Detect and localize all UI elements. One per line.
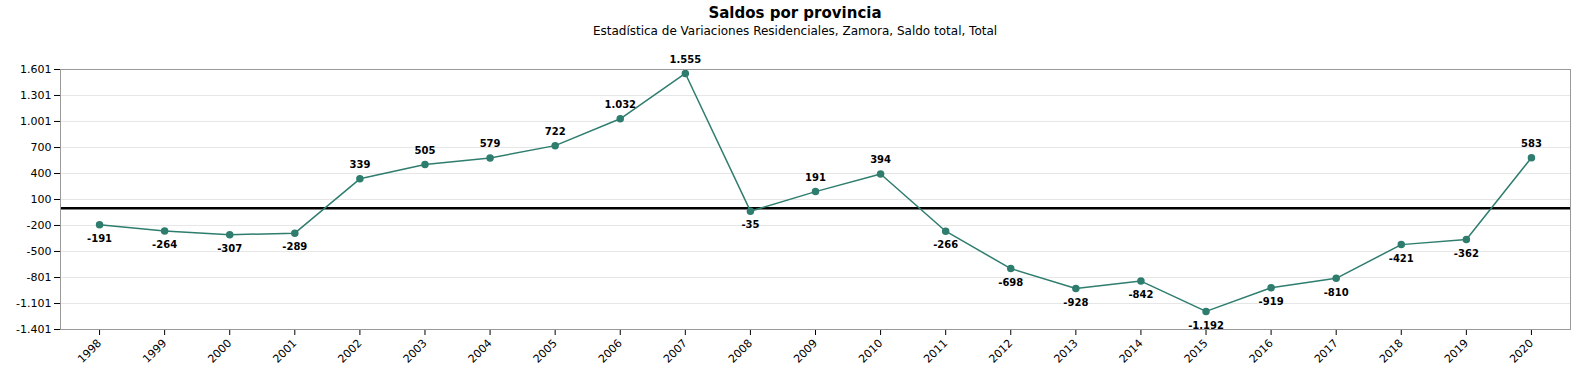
svg-text:2012: 2012 — [986, 337, 1015, 366]
html-text:Estadística de Variaciones Res: Estadística de Variaciones Residenciales… — [592, 24, 998, 38]
svg-text:2015: 2015 — [1182, 337, 1211, 366]
svg-text:-35: -35 — [741, 219, 759, 230]
svg-text:2011: 2011 — [921, 337, 950, 366]
svg-text:583: 583 — [1521, 138, 1542, 149]
svg-text:-928: -928 — [1063, 297, 1088, 308]
svg-text:-264: -264 — [152, 239, 177, 250]
svg-text:-1.192: -1.192 — [1188, 320, 1224, 331]
svg-text:400: 400 — [31, 167, 52, 180]
svg-text:2002: 2002 — [336, 337, 365, 366]
svg-text:-200: -200 — [27, 219, 52, 232]
svg-text:-842: -842 — [1128, 289, 1153, 300]
svg-text:2004: 2004 — [466, 337, 495, 366]
svg-text:2010: 2010 — [856, 337, 885, 366]
svg-text:2003: 2003 — [401, 337, 430, 366]
svg-text:339: 339 — [349, 159, 370, 170]
svg-text:-362: -362 — [1454, 248, 1479, 259]
svg-text:-307: -307 — [217, 243, 242, 254]
svg-text:-801: -801 — [27, 271, 52, 284]
svg-text:2017: 2017 — [1312, 337, 1341, 366]
svg-text:-919: -919 — [1259, 296, 1284, 307]
svg-text:2014: 2014 — [1117, 337, 1146, 366]
svg-text:1.001: 1.001 — [20, 115, 52, 128]
svg-text:2019: 2019 — [1442, 337, 1471, 366]
svg-text:1.301: 1.301 — [20, 89, 52, 102]
svg-text:100: 100 — [31, 193, 52, 206]
svg-text:-1.401: -1.401 — [16, 323, 51, 336]
svg-text:700: 700 — [31, 141, 52, 154]
svg-text:579: 579 — [480, 138, 501, 149]
svg-text:2005: 2005 — [531, 337, 560, 366]
svg-text:2001: 2001 — [270, 337, 299, 366]
svg-text:2008: 2008 — [726, 337, 755, 366]
svg-text:1999: 1999 — [140, 337, 169, 366]
svg-text:-421: -421 — [1389, 253, 1414, 264]
svg-text:1998: 1998 — [75, 337, 104, 366]
svg-text:2013: 2013 — [1051, 337, 1080, 366]
svg-text:191: 191 — [805, 172, 826, 183]
svg-text:1.555: 1.555 — [670, 54, 702, 65]
svg-text:2018: 2018 — [1377, 337, 1406, 366]
svg-text:-810: -810 — [1324, 287, 1349, 298]
svg-text:505: 505 — [415, 145, 436, 156]
svg-text:2000: 2000 — [205, 337, 234, 366]
svg-text:1.032: 1.032 — [604, 99, 636, 110]
svg-text:-266: -266 — [933, 239, 958, 250]
svg-text:2020: 2020 — [1507, 337, 1536, 366]
svg-text:-500: -500 — [27, 245, 52, 258]
svg-text:1.601: 1.601 — [20, 63, 52, 76]
svg-text:-191: -191 — [87, 233, 112, 244]
svg-text:-1.101: -1.101 — [16, 297, 51, 310]
svg-text:2016: 2016 — [1247, 337, 1276, 366]
svg-text:722: 722 — [545, 126, 566, 137]
svg-text:394: 394 — [870, 154, 891, 165]
svg-text:2007: 2007 — [661, 337, 690, 366]
svg-text:2006: 2006 — [596, 337, 625, 366]
html-text:Saldos por provincia: Saldos por provincia — [708, 4, 882, 22]
svg-text:-289: -289 — [282, 241, 307, 252]
svg-text:-698: -698 — [998, 277, 1023, 288]
svg-text:2009: 2009 — [791, 337, 820, 366]
